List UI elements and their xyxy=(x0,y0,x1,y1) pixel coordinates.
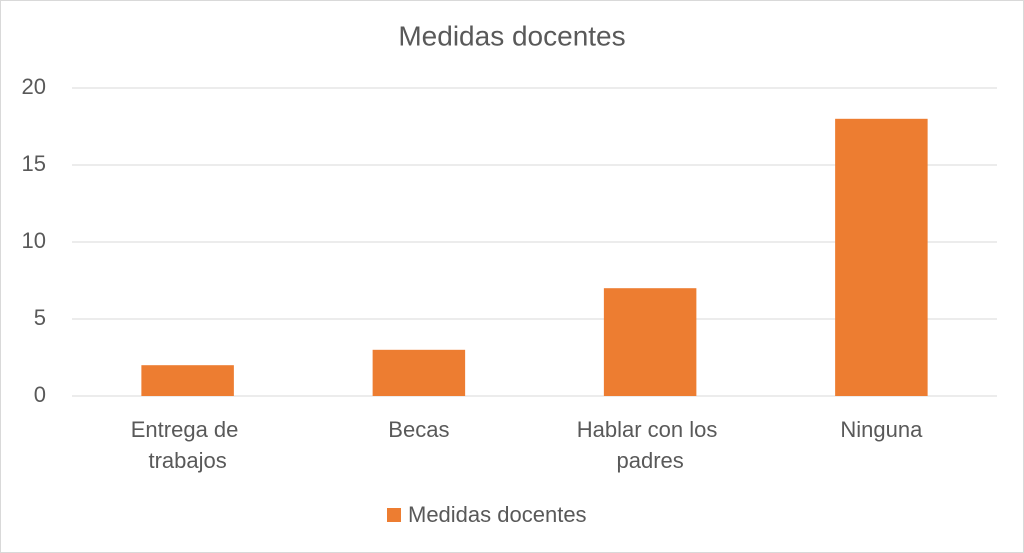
x-tick-label: Entrega de trabajos xyxy=(131,417,245,473)
legend-swatch xyxy=(387,508,401,522)
legend-label: Medidas docentes xyxy=(408,502,587,527)
y-tick-label: 0 xyxy=(34,382,46,407)
bar xyxy=(372,349,466,396)
bar xyxy=(141,365,234,396)
y-tick-label: 5 xyxy=(34,305,46,330)
x-tick-label: Hablar con los padres xyxy=(577,417,724,473)
y-tick-label: 10 xyxy=(22,228,46,253)
bar xyxy=(835,118,928,397)
bar xyxy=(603,288,697,396)
chart-title: Medidas docentes xyxy=(398,20,625,51)
x-tick-label: Ninguna xyxy=(840,417,923,442)
y-tick-label: 15 xyxy=(22,151,46,176)
y-tick-label: 20 xyxy=(22,74,46,99)
x-tick-label: Becas xyxy=(388,417,449,442)
